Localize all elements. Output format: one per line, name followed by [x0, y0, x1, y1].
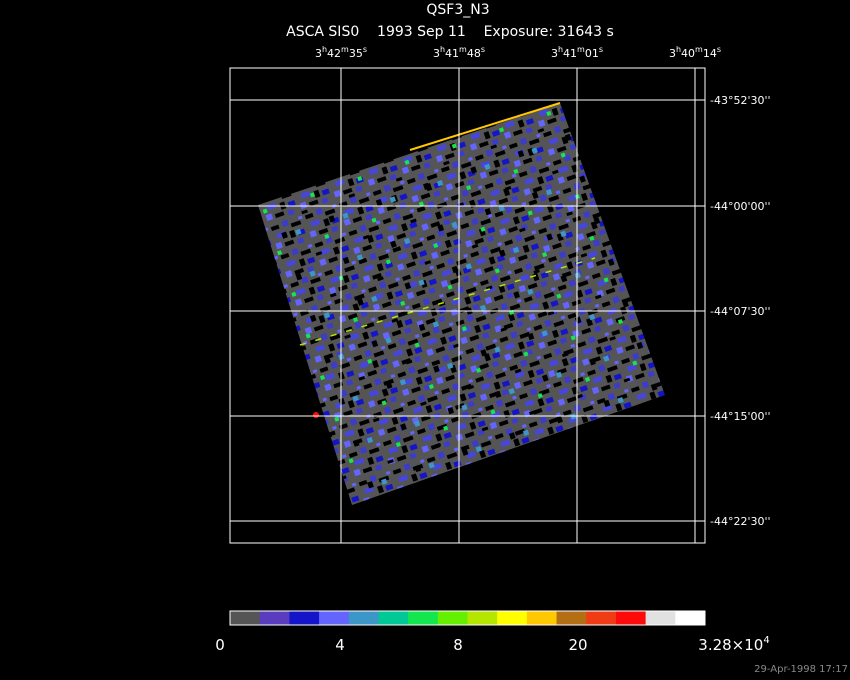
- ra-unit: h: [676, 45, 681, 54]
- colorbar-segment: [586, 611, 617, 625]
- colorbar-label: 0: [215, 636, 225, 654]
- timestamp: 29-Apr-1998 17:17: [754, 664, 848, 675]
- title: QSF3_N3: [426, 2, 489, 18]
- colorbar-value: 0: [215, 636, 225, 654]
- ra-value: 48: [467, 47, 481, 60]
- colorbar-segment: [645, 611, 676, 625]
- ra-unit: h: [558, 45, 563, 54]
- ra-value: 3: [551, 47, 558, 60]
- frame: [229, 67, 706, 544]
- ra-value: 41: [445, 47, 459, 60]
- ra-label: 3h40m14s: [669, 45, 721, 60]
- exposure-image-highlights: [258, 103, 665, 505]
- subtitle: ASCA SIS0 1993 Sep 11 Exposure: 31643 s: [286, 24, 614, 40]
- ra-label: 3h42m35s: [315, 45, 367, 60]
- dec-label: -44°22'30'': [710, 515, 771, 528]
- colorbar-segment: [437, 611, 468, 625]
- ra-unit: s: [717, 45, 721, 54]
- ra-unit: m: [695, 45, 703, 54]
- coordinate-grid: [229, 67, 706, 544]
- ra-unit: s: [363, 45, 367, 54]
- colorbar-label: 4: [335, 636, 345, 654]
- colorbar-segment: [467, 611, 498, 625]
- source: [313, 412, 319, 418]
- ra-unit: h: [440, 45, 445, 54]
- ra-value: 14: [703, 47, 717, 60]
- ra-value: 3: [669, 47, 676, 60]
- dec-label: -44°07'30'': [710, 305, 771, 318]
- colorbar-value: 3.28×10: [698, 636, 763, 654]
- ra-unit: m: [459, 45, 467, 54]
- colorbar-value: 8: [453, 636, 463, 654]
- ra-value: 40: [681, 47, 695, 60]
- dec-label: -44°00'00'': [710, 200, 771, 213]
- ra-unit: h: [322, 45, 327, 54]
- colorbar-segment: [259, 611, 290, 625]
- colorbar-segment: [408, 611, 439, 625]
- ra-unit: m: [577, 45, 585, 54]
- ra-value: 3: [315, 47, 322, 60]
- colorbar-value: 20: [568, 636, 587, 654]
- ra-unit: m: [341, 45, 349, 54]
- colorbar-label: 8: [453, 636, 463, 654]
- colorbar-exponent: 4: [763, 635, 769, 646]
- edge-streak: [409, 102, 561, 151]
- colorbar-segment: [615, 611, 647, 625]
- ra-unit: s: [481, 45, 485, 54]
- colorbar-segment: [675, 611, 706, 625]
- colorbar-segment: [526, 611, 558, 625]
- colorbar-label: 3.28×104: [698, 635, 769, 654]
- ra-value: 41: [563, 47, 577, 60]
- colorbar-segment: [319, 611, 350, 625]
- colorbar-segment: [289, 611, 320, 625]
- colorbar-segment: [378, 611, 409, 625]
- dec-label: -44°15'00'': [710, 410, 771, 423]
- colorbar-segment: [497, 611, 528, 625]
- colorbar-segment: [230, 611, 261, 625]
- ra-label: 3h41m01s: [551, 45, 603, 60]
- colorbar-segment: [556, 611, 587, 625]
- ra-value: 3: [433, 47, 440, 60]
- ra-unit: s: [599, 45, 603, 54]
- colorbar-segment: [348, 611, 379, 625]
- ra-value: 01: [585, 47, 599, 60]
- dec-label: -43°52'30'': [710, 94, 771, 107]
- ra-value: 35: [349, 47, 363, 60]
- colorbar-label: 20: [568, 636, 587, 654]
- streak: [299, 257, 596, 346]
- ra-value: 42: [327, 47, 341, 60]
- ra-label: 3h41m48s: [433, 45, 485, 60]
- colorbar-frame: [229, 610, 706, 626]
- colorbar-value: 4: [335, 636, 345, 654]
